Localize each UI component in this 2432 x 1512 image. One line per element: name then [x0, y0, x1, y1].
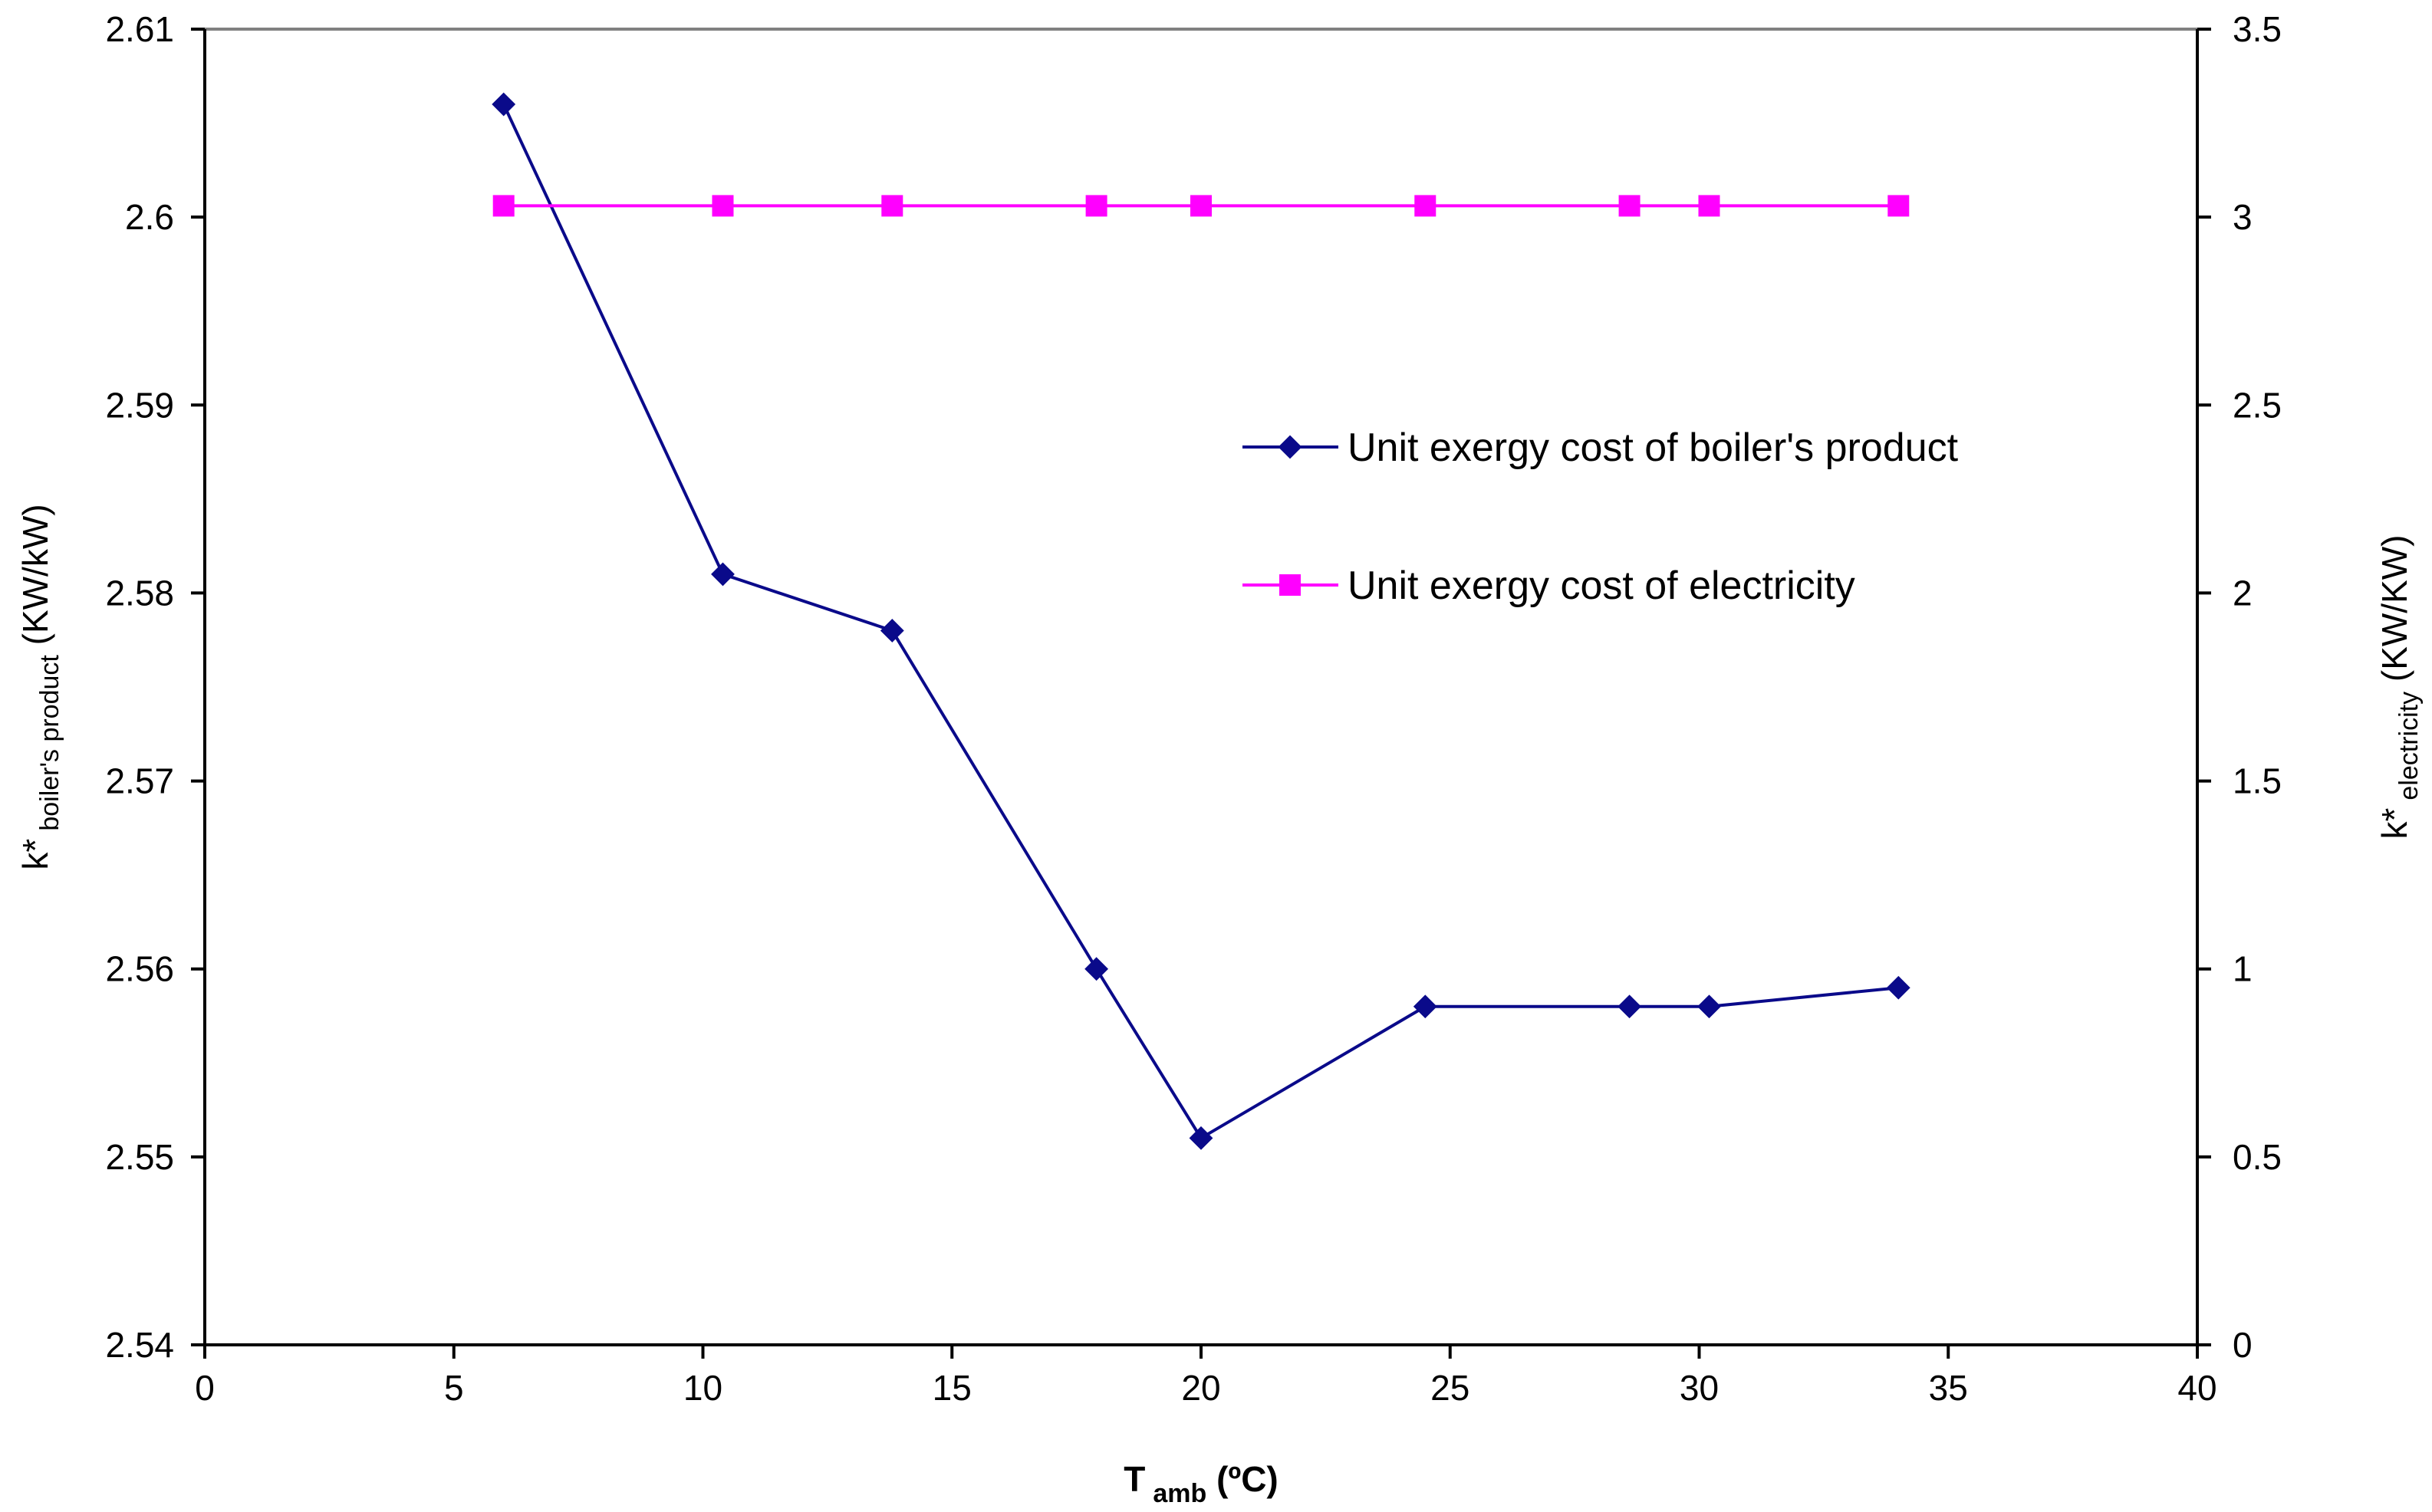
y-right-tick-label: 2.5 [2233, 385, 2282, 425]
y-left-tick-label: 2.56 [105, 949, 174, 989]
y-axis-right-title-suffix: (KW/KW) [2374, 534, 2414, 691]
y-right-tick-label: 1 [2233, 949, 2253, 989]
legend-marker-0 [1278, 435, 1302, 459]
data-point-1 [712, 195, 734, 217]
data-point-0 [492, 92, 516, 117]
data-point-0 [1886, 975, 1910, 1000]
data-point-1 [1190, 195, 1212, 217]
y-right-tick-label: 0.5 [2233, 1137, 2282, 1177]
legend-label-1: Unit exergy cost of electricity [1348, 564, 1855, 608]
data-point-1 [492, 195, 515, 217]
y-axis-right-title-main: k* [2374, 808, 2414, 840]
series-1 [492, 195, 1910, 217]
y-left-tick-label: 2.54 [105, 1325, 174, 1365]
axes: 0 5 10 15 20 25 30 35 402.542.552.562.572.582.59… [15, 9, 2424, 1508]
y-right-tick-label: 2 [2233, 573, 2253, 613]
legend-item-1: Unit exergy cost of electricity [1242, 564, 1855, 608]
data-point-0 [1697, 994, 1721, 1019]
y-axis-right-title: k* electricity (KW/KW) [2374, 534, 2424, 839]
data-point-1 [1618, 195, 1641, 217]
y-left-tick-label: 2.58 [105, 573, 174, 613]
data-point-0 [1189, 1126, 1213, 1150]
y-right-tick-label: 3 [2233, 197, 2253, 237]
y-axis-left-title-sub: boiler's product [35, 655, 64, 831]
x-tick-label: 35 [1929, 1368, 1968, 1408]
y-axis-right-title-sub: electricity [2394, 692, 2424, 800]
data-point-1 [1698, 195, 1720, 217]
x-tick-label: 40 [2177, 1368, 2216, 1408]
x-tick-label: 20 [1181, 1368, 1220, 1408]
data-point-0 [711, 562, 735, 587]
y-axis-left-title-main: k* [15, 839, 55, 870]
x-axis-title-suffix: (ºC) [1206, 1459, 1278, 1499]
x-axis-title-main: T [1124, 1459, 1145, 1499]
data-point-1 [881, 195, 903, 217]
x-tick-label: 10 [683, 1368, 722, 1408]
x-tick-label: 5 [444, 1368, 464, 1408]
data-point-0 [1084, 957, 1109, 981]
y-axis-left-title: k* boiler's product (KW/kW) [15, 504, 64, 869]
data-point-1 [1414, 195, 1436, 217]
y-left-tick-label: 2.55 [105, 1137, 174, 1177]
y-right-tick-label: 3.5 [2233, 9, 2282, 49]
legend: Unit exergy cost of boiler's product Unit… [1242, 426, 1959, 608]
x-tick-label: 15 [933, 1368, 972, 1408]
data-point-0 [1617, 994, 1641, 1019]
data-point-0 [880, 619, 904, 643]
legend-label-0: Unit exergy cost of boiler's product [1348, 426, 1959, 470]
legend-item-0: Unit exergy cost of boiler's product [1242, 426, 1959, 470]
y-left-tick-label: 2.61 [105, 9, 174, 49]
data-point-1 [1887, 195, 1910, 217]
y-axis-left-title-suffix: (KW/kW) [15, 504, 55, 655]
data-point-0 [1413, 994, 1437, 1019]
series-layer [492, 92, 1910, 1150]
legend-marker-1 [1279, 574, 1301, 596]
x-tick-label: 25 [1430, 1368, 1469, 1408]
y-right-tick-label: 1.5 [2233, 761, 2282, 801]
x-tick-label: 30 [1680, 1368, 1719, 1408]
data-point-1 [1085, 195, 1107, 217]
y-left-tick-label: 2.6 [125, 197, 174, 237]
y-right-tick-label: 0 [2233, 1325, 2253, 1365]
series-0 [492, 92, 1910, 1150]
x-tick-label: 0 [195, 1368, 215, 1408]
y-left-tick-label: 2.57 [105, 761, 174, 801]
y-left-tick-label: 2.59 [105, 385, 174, 425]
x-axis-title-sub: amb [1153, 1479, 1206, 1508]
